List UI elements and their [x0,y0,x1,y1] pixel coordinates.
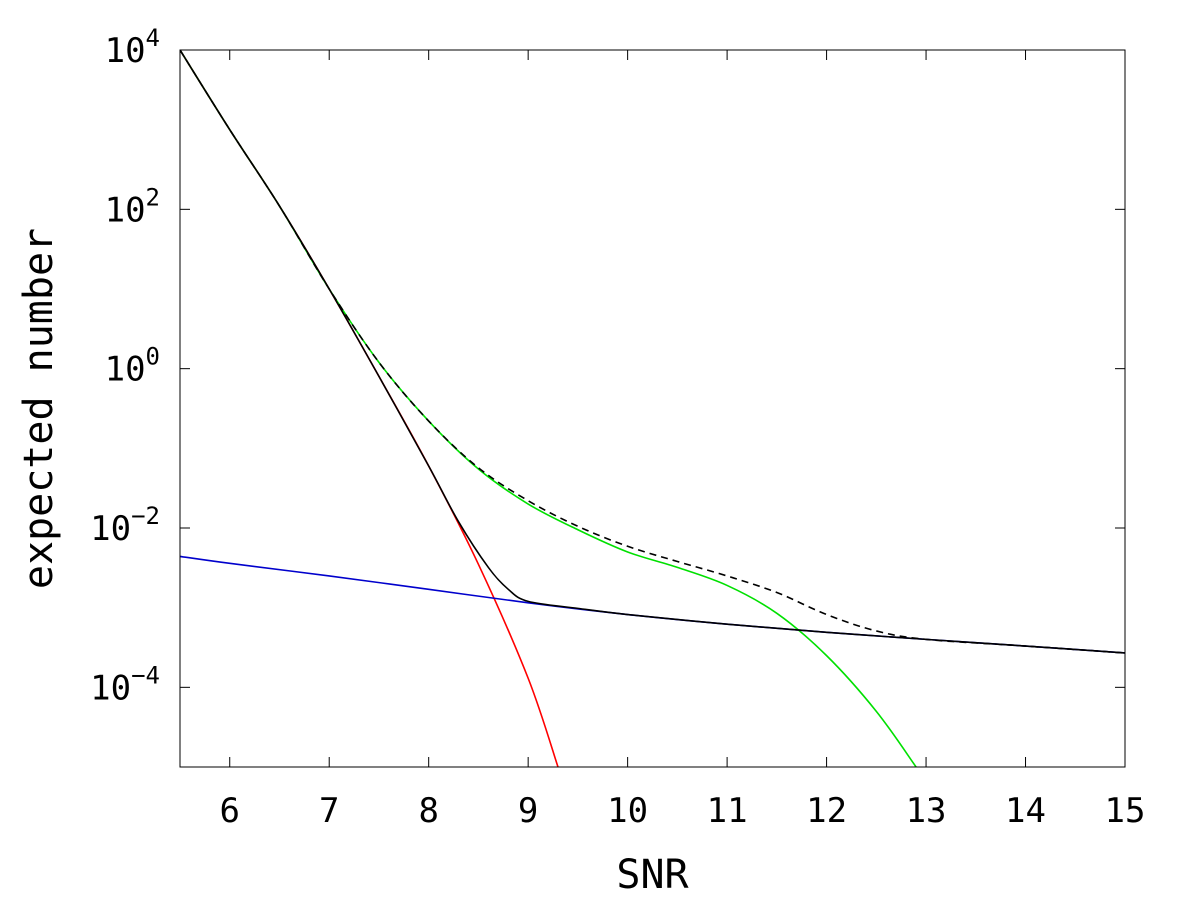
plot-frame [179,49,1126,768]
x-tick-label: 11 [707,791,748,831]
y-tick-label: 100 [105,343,160,390]
x-tick-label: 14 [1005,791,1046,831]
y-tick-label-exponent: −2 [131,502,160,530]
y-tick-label-exponent: 0 [146,343,160,371]
y-tick-label-exponent: −4 [131,661,160,689]
y-tick-label: 10−4 [90,661,160,708]
y-tick-label: 104 [105,24,160,71]
x-axis-title: SNR [616,852,689,898]
x-tick-label: 13 [906,791,947,831]
series-line-black-dashed [180,50,1125,654]
x-tick-label: 12 [806,791,847,831]
y-axis-title: expected number [16,228,62,589]
x-tick-label: 15 [1105,791,1146,831]
y-tick-label-base: 10 [105,190,146,230]
series-line-black-solid [180,50,1125,654]
x-tick-label: 10 [607,791,648,831]
x-tick-label: 7 [319,791,339,831]
y-tick-label-exponent: 4 [146,24,160,52]
y-tick-label-base: 10 [105,31,146,71]
x-tick-label: 8 [418,791,438,831]
x-tick-label: 6 [219,791,239,831]
y-tick-label: 10−2 [90,502,160,549]
y-tick-label: 102 [105,183,160,230]
series-layer [180,50,1125,767]
y-tick-label-base: 10 [90,509,131,549]
x-tick-label: 9 [518,791,538,831]
y-tick-label-base: 10 [105,350,146,390]
y-tick-label-base: 10 [90,668,131,708]
y-tick-label-exponent: 2 [146,183,160,211]
